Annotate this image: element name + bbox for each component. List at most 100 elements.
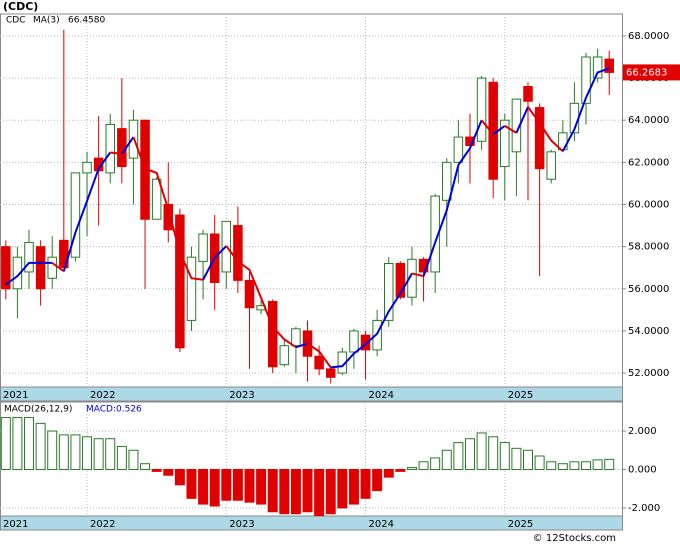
macd-bar: [186, 468, 197, 499]
macd-bar: [209, 468, 220, 507]
candle-body: [465, 136, 475, 146]
macd-bar: [140, 463, 151, 470]
y-tick-label: 64.0000: [628, 115, 669, 126]
y-tick-label: 54.0000: [628, 326, 669, 337]
candle-body: [105, 123, 115, 174]
candle-body: [35, 246, 46, 290]
x-tick-label: 2021: [3, 519, 28, 530]
macd-label: MACD:0.526: [86, 405, 142, 415]
x-tick-label: 2024: [369, 390, 394, 401]
x-tick-label: 2025: [508, 390, 533, 401]
y-tick-label: 52.0000: [628, 368, 669, 379]
legend-ma-value: 66.4580: [68, 16, 105, 26]
ma-line: [492, 125, 506, 136]
macd-bar: [314, 468, 325, 517]
candle-body: [384, 263, 394, 321]
ma-line: [515, 106, 529, 134]
macd-bar: [244, 468, 255, 503]
ma-line: [306, 342, 332, 368]
macd-bar: [604, 458, 615, 470]
candle-body: [500, 119, 510, 168]
y-tick-label: 62.0000: [628, 157, 669, 168]
ma-line: [202, 245, 228, 281]
chart-title: (CDC): [3, 0, 38, 13]
candle-body: [151, 178, 162, 220]
macd-bar: [534, 455, 545, 470]
macd-bar: [499, 442, 510, 470]
ma-line: [295, 342, 308, 349]
ma-line: [411, 272, 424, 278]
legend-ma: MA(3): [33, 16, 60, 26]
macd-bar: [116, 445, 127, 470]
x-tick-label: 2025: [508, 519, 533, 530]
y-tick-label: 2.000: [628, 426, 657, 437]
macd-bar: [47, 430, 58, 470]
ma-line: [121, 136, 135, 155]
y-tick-label: 60.0000: [628, 200, 669, 211]
macd-bar: [383, 468, 394, 478]
macd-bar: [360, 468, 371, 499]
macd-bar: [302, 468, 313, 513]
ma-line: [330, 272, 413, 369]
macd-bar: [557, 463, 568, 470]
candle-body: [349, 330, 359, 353]
macd-bar: [476, 432, 487, 470]
footer: © 12Stocks.com: [533, 533, 616, 544]
candle-body: [314, 355, 324, 370]
y-tick-label: -2.000: [628, 503, 660, 514]
candle-body: [546, 151, 556, 180]
ma-line: [110, 151, 122, 155]
x-tick-label: 2023: [229, 390, 254, 401]
candle-body: [291, 328, 301, 347]
macd-bar: [35, 422, 46, 470]
macd-bar: [523, 449, 534, 470]
macd-bar: [256, 468, 267, 505]
candle-body: [360, 334, 371, 351]
macd-bar: [0, 417, 11, 470]
ma-line: [561, 67, 610, 152]
macd-bar: [511, 447, 522, 470]
candle-body: [581, 56, 591, 104]
macd-bar: [372, 468, 383, 492]
macd-bar: [221, 468, 232, 501]
candle-body: [233, 225, 243, 281]
macd-bar: [105, 438, 116, 470]
macd-bar: [24, 417, 35, 470]
ma-line: [422, 119, 483, 277]
macd-bar: [441, 449, 452, 470]
x-tick-label: 2022: [90, 519, 115, 530]
macd-bar: [546, 461, 557, 470]
macd-bar: [163, 468, 174, 476]
macd-bar: [198, 468, 209, 505]
ma-line: [480, 119, 494, 135]
macd-bar: [267, 468, 278, 513]
candle-body: [430, 195, 440, 273]
time-strip: [0, 386, 623, 402]
macd-bar: [395, 468, 406, 472]
candle-body: [279, 345, 290, 366]
ma-line: [62, 151, 112, 272]
macd-bar: [93, 438, 104, 470]
candle-body: [186, 256, 197, 321]
price-badge: [623, 64, 680, 81]
x-tick-label: 2021: [3, 390, 28, 401]
x-tick-label: 2024: [369, 519, 394, 530]
candle-body: [47, 256, 57, 279]
candle-body: [453, 136, 464, 163]
ma-line: [132, 136, 204, 281]
macd-bar: [418, 461, 429, 470]
candle-body: [407, 258, 417, 298]
macd-bar: [58, 434, 69, 470]
candle-body: [198, 233, 208, 262]
macd-bar: [592, 459, 603, 470]
x-tick-label: 2022: [90, 390, 115, 401]
candle-body: [604, 58, 614, 73]
macd-bar: [128, 449, 139, 470]
ma-line: [225, 245, 297, 349]
macd-bar: [70, 434, 81, 470]
candle-body: [372, 319, 382, 351]
macd-bar: [12, 417, 23, 470]
candle-body: [476, 77, 487, 142]
macd-bar: [232, 468, 243, 501]
y-tick-label: 0.000: [628, 464, 657, 475]
